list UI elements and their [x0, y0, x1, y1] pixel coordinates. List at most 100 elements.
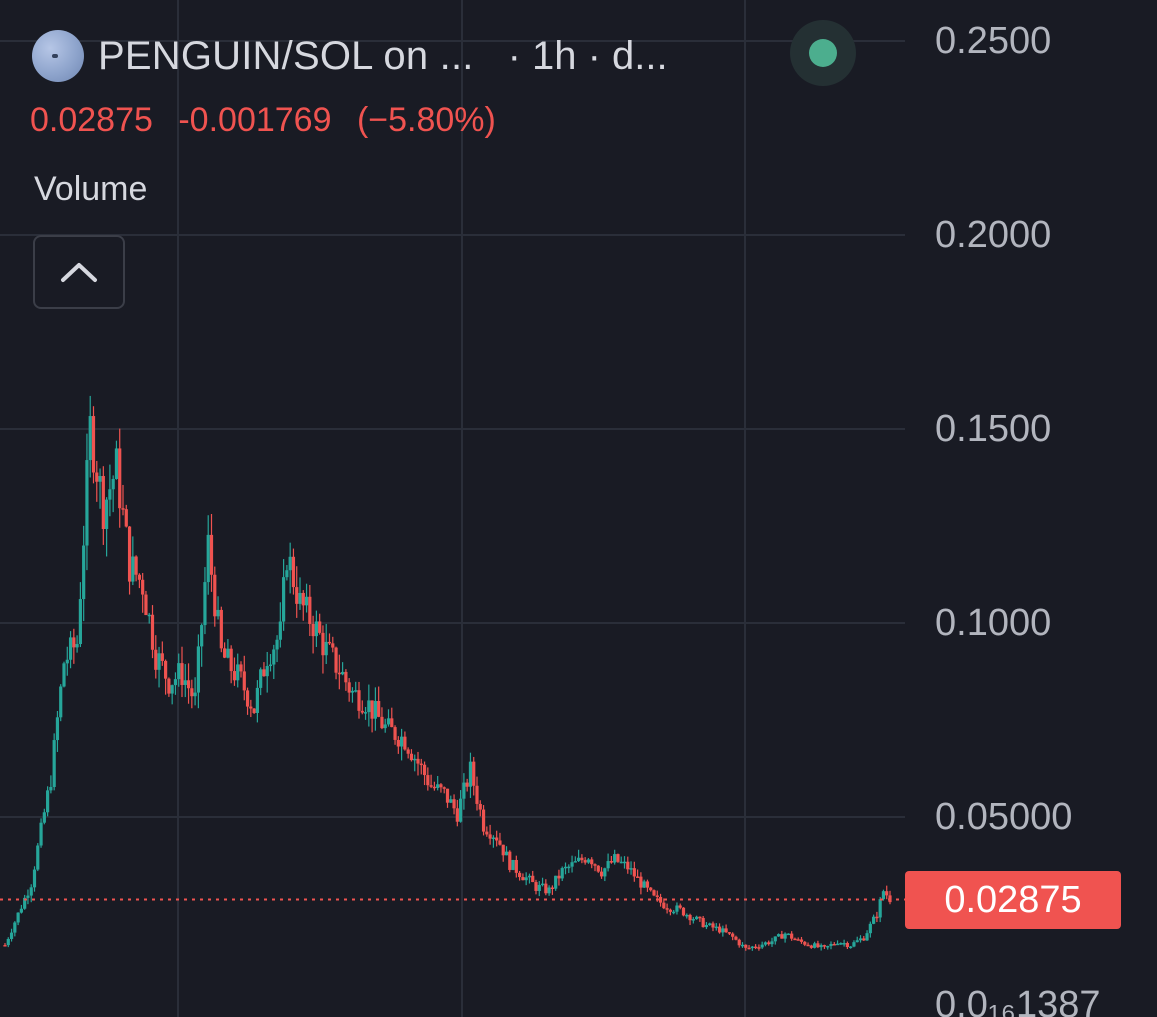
candle-down: [419, 763, 423, 766]
candle-down: [409, 753, 414, 761]
candle-up: [108, 489, 112, 500]
candle-down: [301, 592, 305, 606]
candle-down: [632, 868, 636, 877]
live-status-indicator: [790, 20, 856, 86]
candle-up: [23, 897, 27, 909]
candle-up: [829, 943, 833, 946]
candle-down: [118, 448, 122, 509]
candle-up: [383, 724, 387, 729]
price-change-percent: (−5.80%): [356, 101, 496, 139]
candle-up: [49, 787, 53, 791]
candle-down: [445, 788, 450, 803]
candle-up: [708, 923, 712, 926]
candle-down: [232, 671, 237, 681]
quote-line: 0.02875 -0.001769 (−5.80%): [30, 101, 496, 140]
candle-up: [206, 534, 210, 583]
candle-down: [164, 660, 168, 679]
candle-down: [885, 891, 889, 896]
candle-up: [619, 861, 623, 864]
candle-up: [386, 718, 391, 725]
candle-down: [498, 840, 502, 845]
candle-down: [681, 907, 686, 916]
candle-down: [141, 579, 145, 595]
candle-down: [249, 706, 253, 709]
candle-down: [557, 875, 561, 879]
candle-up: [147, 614, 151, 617]
candle-down: [593, 864, 597, 866]
candle-down: [380, 716, 384, 729]
candle-down: [744, 944, 748, 948]
candle-up: [852, 942, 856, 947]
candle-up: [111, 478, 115, 490]
candle-down: [416, 758, 420, 764]
candle-up: [62, 663, 66, 687]
candle-down: [101, 476, 105, 529]
candle-up: [226, 648, 230, 658]
candle-down: [229, 648, 233, 672]
axis-label-0-25: 0.2500: [935, 20, 1052, 62]
candle-up: [157, 653, 161, 670]
candle-up: [714, 926, 718, 929]
candle-down: [662, 902, 666, 909]
candle-down: [698, 916, 702, 919]
candle-down: [596, 865, 600, 872]
candle-down: [803, 941, 807, 945]
candle-down: [422, 764, 427, 776]
symbol-title[interactable]: PENGUIN/SOL on ...: [98, 33, 474, 78]
candle-down: [616, 854, 620, 862]
candle-up: [878, 899, 882, 918]
candle-up: [603, 868, 607, 877]
candle-up: [540, 883, 545, 886]
candle-up: [527, 875, 532, 878]
candle-up: [783, 933, 787, 939]
candle-down: [295, 587, 299, 604]
candle-up: [373, 700, 377, 719]
candle-up: [354, 690, 358, 692]
candle-down: [190, 688, 194, 697]
candle-up: [740, 944, 745, 947]
candle-down: [95, 472, 99, 482]
candle-down: [649, 887, 653, 891]
candle-up: [691, 919, 695, 921]
candle-down: [429, 785, 433, 787]
candle-up: [216, 609, 220, 617]
candle-down: [262, 669, 266, 677]
candle-down: [318, 621, 322, 633]
candle-up: [642, 881, 646, 888]
candle-down: [127, 526, 132, 582]
candle-down: [327, 641, 332, 644]
candle-down: [396, 739, 400, 747]
candle-down: [357, 690, 361, 711]
collapse-indicators-button[interactable]: [33, 235, 125, 309]
volume-indicator-label[interactable]: Volume: [34, 170, 148, 208]
candle-up: [524, 877, 528, 881]
candle-up: [200, 625, 204, 647]
current-price-tag: 0.02875: [905, 871, 1121, 929]
candle-up: [363, 712, 368, 714]
candle-down: [485, 831, 489, 835]
candle-up: [341, 671, 345, 675]
candle-up: [282, 577, 286, 622]
candle-down: [478, 803, 482, 810]
candle-up: [400, 736, 404, 747]
candle-up: [629, 868, 633, 870]
candle-up: [721, 928, 725, 933]
candle-down: [308, 596, 312, 624]
interval-label[interactable]: · 1h · d...: [507, 33, 668, 78]
candle-down: [655, 895, 659, 897]
candle-down: [580, 857, 584, 861]
candle-up: [65, 659, 69, 664]
candle-down: [717, 926, 722, 933]
candle-up: [577, 857, 581, 862]
candle-up: [114, 448, 119, 479]
candle-up: [786, 933, 790, 936]
candle-up: [504, 851, 509, 856]
candle-down: [311, 623, 315, 637]
axis-label-0-05: 0.05000: [935, 796, 1073, 838]
candle-down: [767, 942, 771, 945]
candle-down: [544, 883, 548, 894]
candle-down: [678, 905, 682, 908]
candle-down: [724, 928, 728, 933]
chart-header: PENGUIN/SOL on ... · 1h · d...: [32, 28, 668, 84]
